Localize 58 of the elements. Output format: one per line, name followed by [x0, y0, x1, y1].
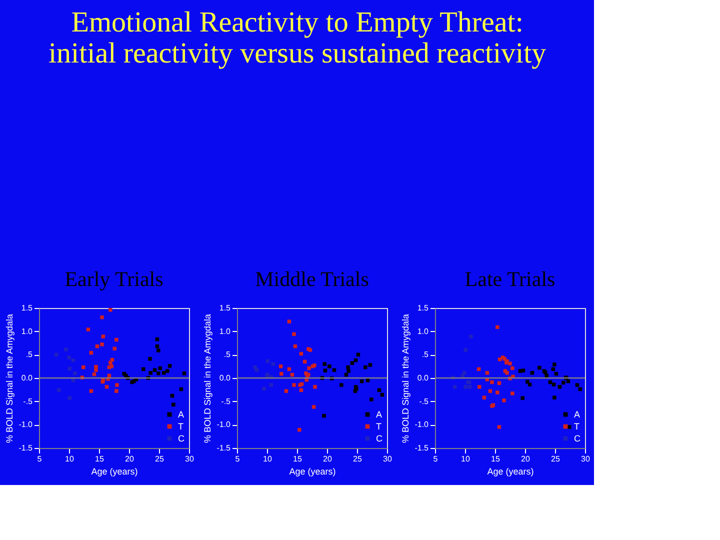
x-tick-label: 10 [461, 454, 470, 464]
y-tick-label: 1.0 [21, 326, 34, 336]
legend-label: C [376, 434, 383, 444]
x-tick-label: 20 [125, 454, 134, 464]
legend-label: C [574, 434, 581, 444]
y-tick-label: 1.0 [219, 326, 232, 336]
y-tick-label: -.5 [221, 396, 232, 406]
y-tick-label: 0.0 [21, 374, 34, 382]
x-axis-title: Age (years) [487, 466, 534, 476]
y-tick-label: -1.5 [18, 444, 34, 452]
text: Emotional Reactivity to Empty Threat: initial reactivity versus sustained reactivity [48, 6, 547, 70]
y-tick-label: -.5 [23, 396, 34, 406]
y-tick-label: 1.5 [219, 304, 232, 312]
x-axis-title: Age (years) [91, 466, 138, 476]
x-tick-label: 25 [155, 454, 164, 464]
y-axis-title: % BOLD Signal in the Amygdala [202, 314, 213, 444]
y-tick-label: 0.0 [219, 374, 232, 382]
legend-label: C [178, 434, 185, 444]
x-tick-label: 15 [491, 454, 500, 464]
y-tick-label: -.5 [419, 396, 430, 406]
legend-label: A [574, 410, 580, 420]
legend-label: A [376, 410, 382, 420]
x-tick-label: 25 [551, 454, 560, 464]
y-axis-title: % BOLD Signal in the Amygdala [400, 314, 411, 444]
x-tick-label: 30 [185, 454, 194, 464]
y-tick-label: -1.0 [216, 420, 232, 430]
y-axis-title: % BOLD Signal in the Amygdala [4, 314, 15, 444]
x-tick-label: 30 [383, 454, 392, 464]
x-tick-label: 15 [293, 454, 302, 464]
y-tick-label: 1.5 [21, 304, 34, 312]
y-tick-label: -1.5 [216, 444, 232, 452]
x-tick-label: 30 [581, 454, 590, 464]
x-tick-label: 5 [433, 454, 438, 464]
y-tick-label: 0.0 [417, 374, 430, 382]
x-tick-label: 25 [353, 454, 362, 464]
y-tick-label: .5 [26, 350, 34, 360]
y-tick-label: -1.5 [414, 444, 430, 452]
chart-subtitle: Early Trials [64, 267, 164, 291]
x-tick-label: 20 [521, 454, 530, 464]
chart-subtitle: Late Trials [464, 267, 556, 291]
x-axis-title: Age (years) [289, 466, 336, 476]
legend-label: T [574, 422, 580, 432]
y-tick-label: 1.0 [417, 326, 430, 336]
legend-label: A [178, 410, 184, 420]
y-tick-label: -1.0 [18, 420, 34, 430]
y-tick-label: .5 [422, 350, 430, 360]
chart-subtitle: Middle Trials [255, 267, 369, 291]
x-tick-label: 5 [37, 454, 42, 464]
y-tick-label: -1.0 [414, 420, 430, 430]
x-tick-label: 20 [323, 454, 332, 464]
y-tick-label: .5 [224, 350, 232, 360]
x-tick-label: 5 [235, 454, 240, 464]
x-tick-label: 15 [95, 454, 104, 464]
x-tick-label: 10 [263, 454, 272, 464]
y-tick-label: 1.5 [417, 304, 430, 312]
x-tick-label: 10 [65, 454, 74, 464]
legend-label: T [178, 422, 184, 432]
legend-label: T [376, 422, 382, 432]
